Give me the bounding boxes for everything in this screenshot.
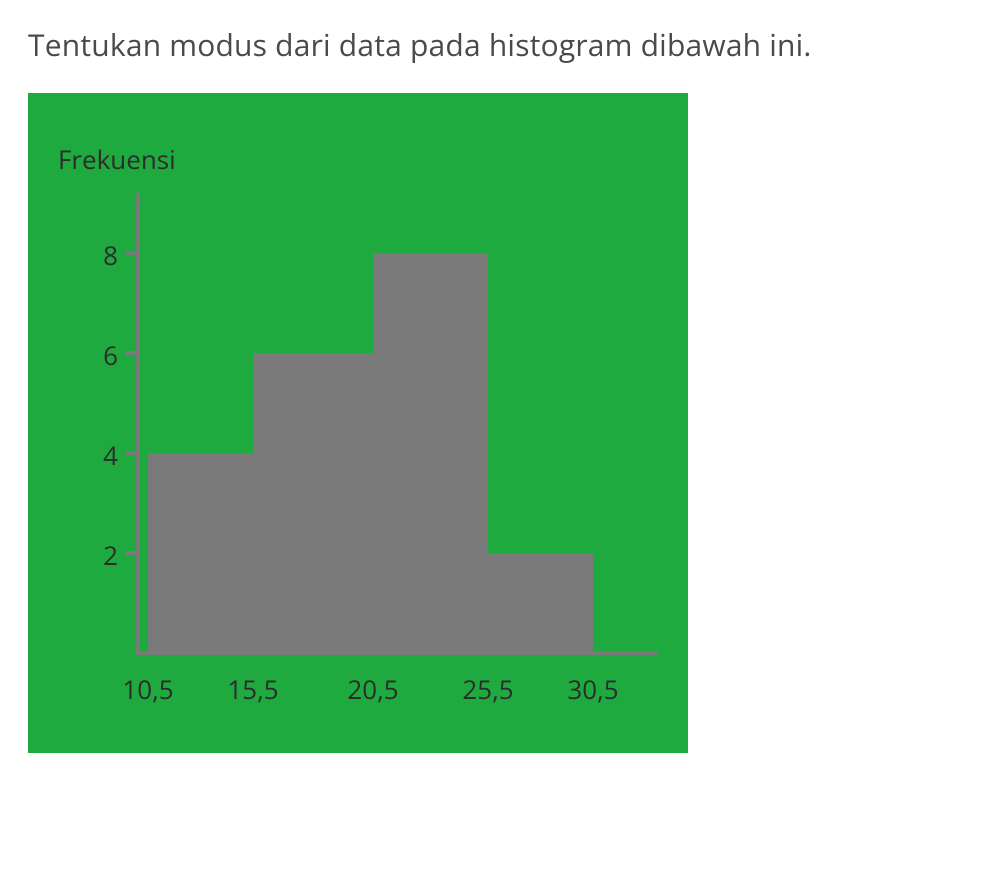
x-tick-label: 15,5 [227,671,278,707]
x-tick-label: 20,5 [347,671,398,707]
y-tick-mark [126,351,138,355]
page-root: Tentukan modus dari data pada histogram … [0,0,1006,880]
y-tick-label: 2 [78,537,118,573]
y-tick-mark [126,451,138,455]
x-tick-label: 25,5 [462,671,513,707]
histogram-chart: Frekuensi 2 4 6 8 10,5 15,5 20,5 25,5 30,5 [28,93,688,753]
histogram-bar [488,553,593,653]
histogram-bar [253,353,373,653]
y-tick-mark [126,551,138,555]
y-tick-label: 4 [78,437,118,473]
x-tick-label: 30,5 [567,671,618,707]
question-text: Tentukan modus dari data pada histogram … [28,24,978,65]
y-axis [136,193,140,655]
y-tick-label: 6 [78,337,118,373]
y-tick-label: 8 [78,237,118,273]
x-tick-label: 10,5 [122,671,173,707]
y-axis-title: Frekuensi [58,141,176,177]
histogram-bar [373,253,488,653]
y-tick-mark [126,251,138,255]
histogram-bar [148,453,253,653]
